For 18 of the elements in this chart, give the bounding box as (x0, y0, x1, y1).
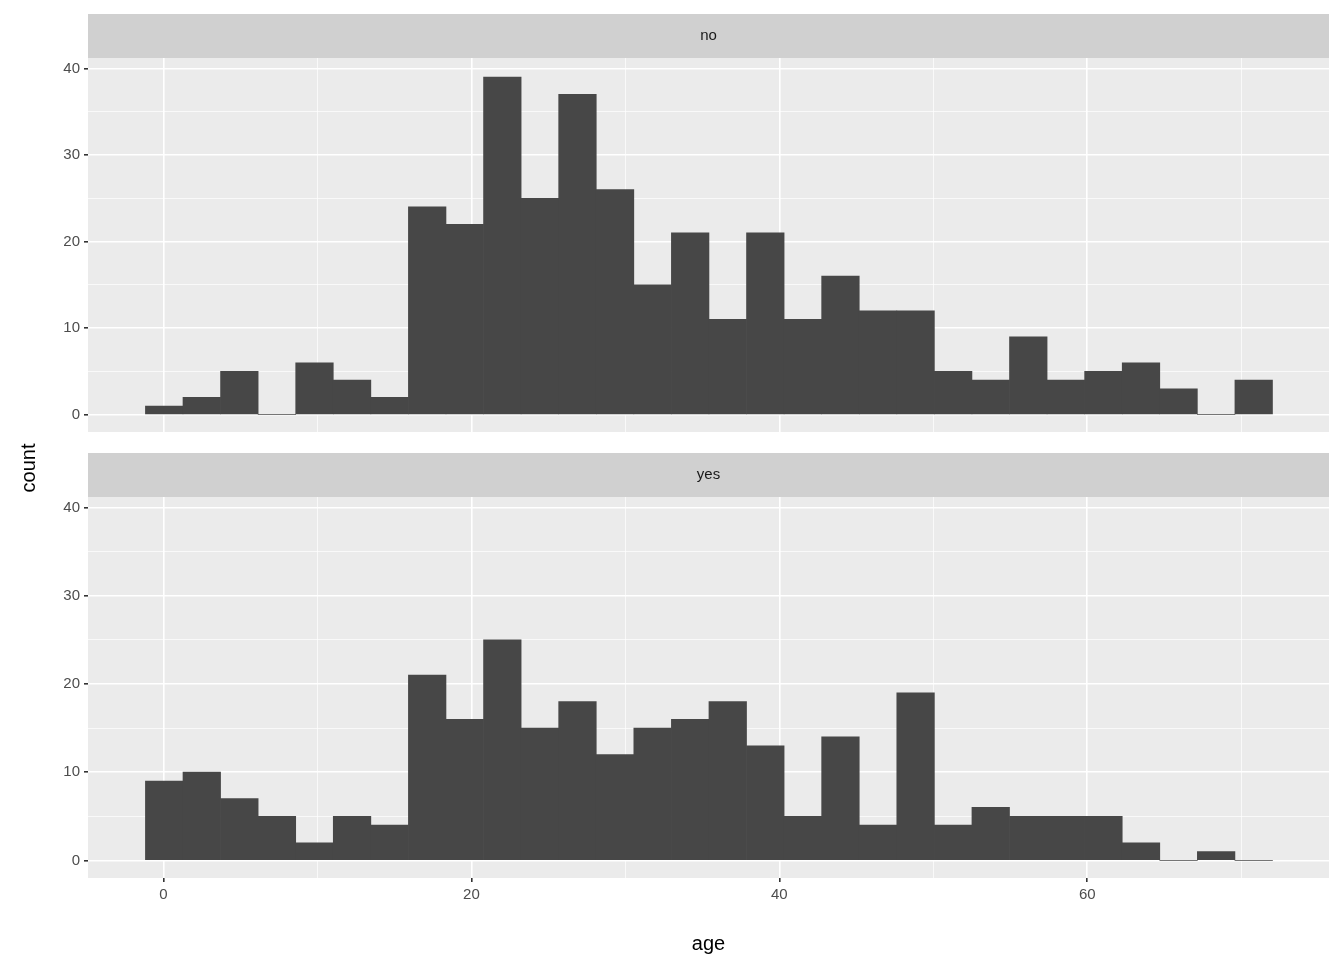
x-tick-label: 0 (159, 885, 168, 903)
x-tick-label: 40 (770, 885, 788, 903)
y-tick-label: 0 (71, 404, 80, 422)
y-tick-label: 40 (63, 497, 80, 515)
chart-title: no (700, 26, 717, 44)
y-tick-label: 10 (63, 762, 80, 780)
chart-title: yes (696, 465, 721, 483)
y-tick-label: 10 (63, 318, 80, 336)
y-axis-title: count (16, 443, 40, 493)
x-tick-label: 20 (463, 885, 480, 903)
x-axis-title: age (691, 931, 726, 954)
y-tick-label: 30 (63, 585, 80, 603)
y-tick-label: 20 (63, 231, 80, 249)
y-tick-label: 20 (63, 674, 80, 692)
y-tick-label: 30 (63, 145, 80, 163)
x-tick-label: 60 (1078, 885, 1096, 903)
y-tick-label: 40 (63, 58, 80, 76)
y-tick-label: 0 (71, 850, 80, 868)
